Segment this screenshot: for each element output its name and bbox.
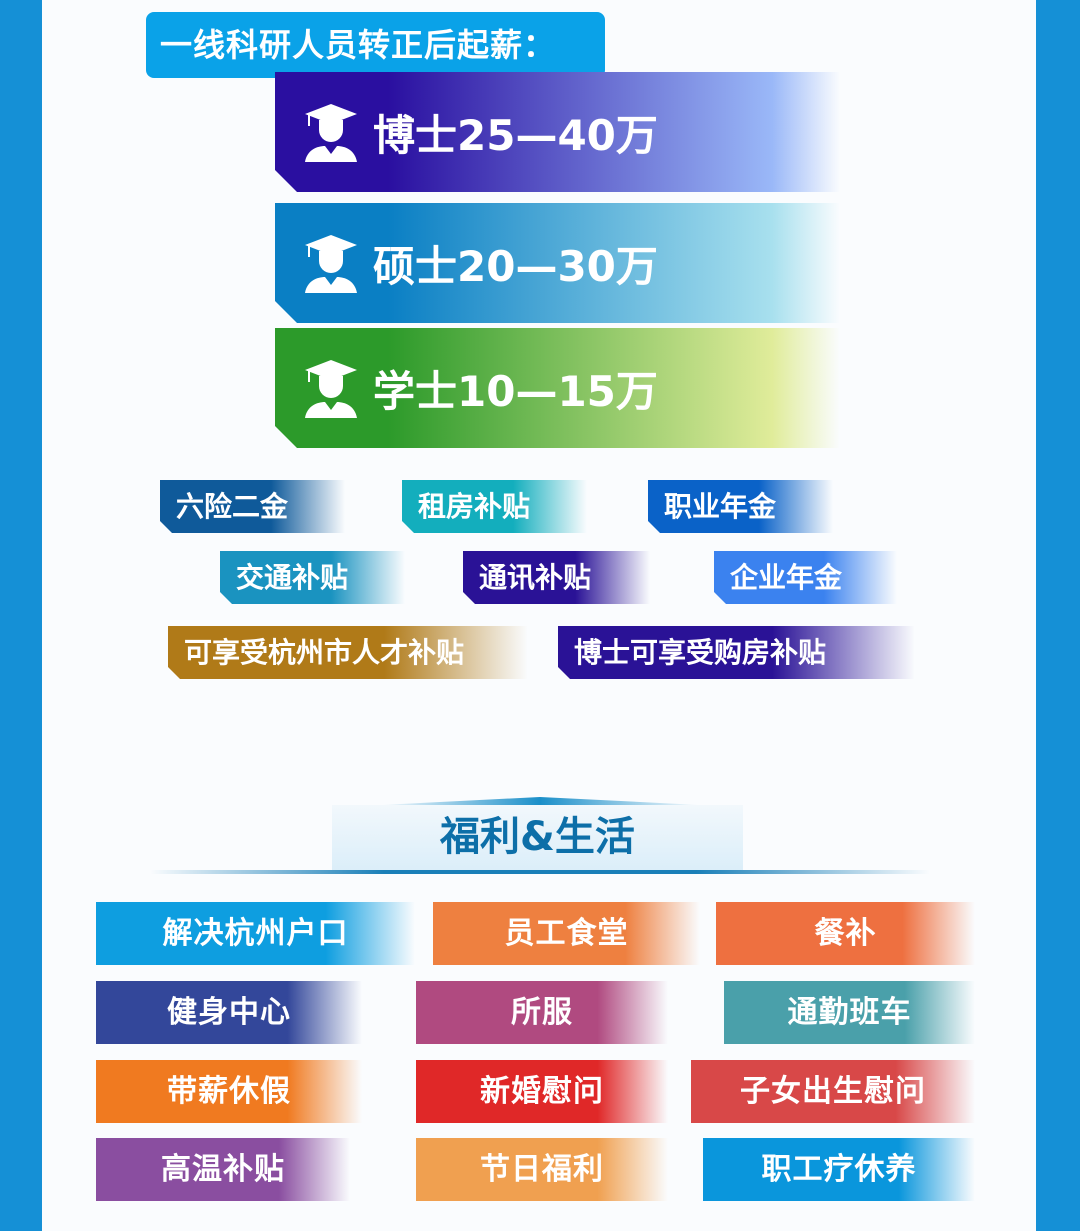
- welfare-item: 解决杭州户口: [96, 902, 415, 965]
- salary-label: 硕士20—30万: [373, 241, 658, 291]
- salary-label: 博士25—40万: [373, 110, 658, 160]
- graduate-icon: [303, 233, 373, 293]
- title-decoration: [380, 797, 700, 805]
- welfare-item: 高温补贴: [96, 1138, 350, 1201]
- welfare-item: 通勤班车: [724, 981, 975, 1044]
- salary-bar: 硕士20—30万: [275, 203, 840, 323]
- salary-label: 学士10—15万: [373, 366, 658, 416]
- right-frame-border: [1036, 0, 1080, 1231]
- welfare-item: 职工疗休养: [703, 1138, 975, 1201]
- benefit-tag: 职业年金: [648, 480, 833, 533]
- welfare-item: 餐补: [716, 902, 975, 965]
- welfare-item: 健身中心: [96, 981, 362, 1044]
- benefit-tag: 博士可享受购房补贴: [558, 626, 915, 679]
- benefit-tag: 企业年金: [714, 551, 897, 604]
- welfare-title: 福利&生活: [332, 805, 743, 870]
- title-underline: [150, 870, 930, 874]
- welfare-item: 所服: [416, 981, 668, 1044]
- salary-header: 一线科研人员转正后起薪：: [146, 12, 605, 78]
- salary-bar: 博士25—40万: [275, 72, 840, 192]
- salary-bar: 学士10—15万: [275, 328, 840, 448]
- graduate-icon: [303, 358, 373, 418]
- welfare-item: 子女出生慰问: [691, 1060, 975, 1123]
- benefit-tag: 通讯补贴: [463, 551, 650, 604]
- left-frame-border: [0, 0, 42, 1231]
- benefit-tag: 租房补贴: [402, 480, 587, 533]
- benefit-tag: 可享受杭州市人才补贴: [168, 626, 528, 679]
- graduate-icon: [303, 102, 373, 162]
- welfare-item: 节日福利: [416, 1138, 668, 1201]
- welfare-item: 员工食堂: [433, 902, 700, 965]
- benefit-tag: 六险二金: [160, 480, 345, 533]
- benefit-tag: 交通补贴: [220, 551, 405, 604]
- welfare-item: 带薪休假: [96, 1060, 362, 1123]
- welfare-item: 新婚慰问: [416, 1060, 668, 1123]
